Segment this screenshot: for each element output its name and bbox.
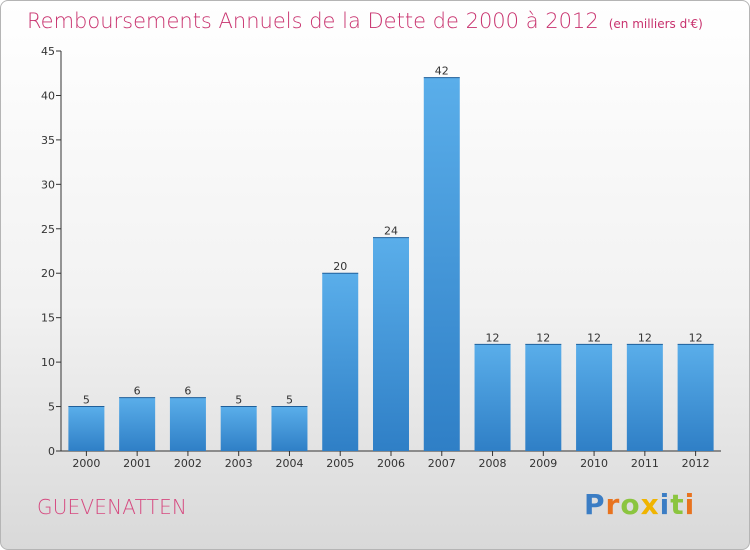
bar: [220, 406, 257, 451]
y-tick-label: 30: [41, 178, 55, 191]
bar-value-label: 12: [689, 331, 703, 344]
bar-value-label: 5: [235, 394, 242, 407]
x-tick-label: 2005: [326, 457, 354, 470]
y-tick-label: 25: [41, 223, 55, 236]
x-tick-label: 2009: [529, 457, 557, 470]
x-tick-label: 2004: [275, 457, 303, 470]
x-tick-label: 2007: [428, 457, 456, 470]
x-tick-label: 2012: [682, 457, 710, 470]
bar-value-label: 24: [384, 225, 398, 238]
logo-letter: x: [640, 488, 660, 521]
chart-title: Remboursements Annuels de la Dette de 20…: [27, 9, 703, 33]
bar-value-label: 12: [638, 331, 652, 344]
bar-value-label: 42: [435, 65, 449, 78]
bar-value-label: 5: [286, 394, 293, 407]
bar-value-label: 12: [486, 331, 500, 344]
bar-value-label: 12: [536, 331, 550, 344]
y-tick-label: 0: [48, 445, 55, 458]
commune-name: GUEVENATTEN: [37, 495, 188, 519]
bar-value-label: 6: [134, 385, 141, 398]
bar: [119, 397, 156, 451]
logo-letter: o: [620, 488, 641, 521]
bar-value-label: 6: [184, 385, 191, 398]
x-tick-label: 2002: [174, 457, 202, 470]
y-tick-label: 5: [48, 401, 55, 414]
y-tick-label: 35: [41, 134, 55, 147]
x-tick-label: 2000: [72, 457, 100, 470]
x-tick-label: 2008: [479, 457, 507, 470]
bar: [525, 344, 562, 451]
bar: [423, 77, 460, 452]
bar: [271, 406, 308, 451]
bar-value-label: 5: [83, 394, 90, 407]
bar: [626, 344, 663, 451]
y-tick-label: 15: [41, 312, 55, 325]
x-tick-label: 2010: [580, 457, 608, 470]
chart-title-text: Remboursements Annuels de la Dette de 20…: [27, 9, 599, 33]
logo-letter: i: [684, 488, 696, 521]
bar: [474, 344, 511, 451]
y-tick-label: 10: [41, 356, 55, 369]
logo-letter: P: [584, 488, 606, 521]
y-tick-label: 45: [41, 45, 55, 58]
x-tick-label: 2001: [123, 457, 151, 470]
x-tick-label: 2006: [377, 457, 405, 470]
logo-letter: t: [670, 488, 685, 521]
bar: [322, 273, 359, 451]
proxiti-logo: Proxiti: [584, 488, 695, 521]
x-tick-label: 2011: [631, 457, 659, 470]
bar: [373, 237, 409, 451]
bar-value-label: 20: [333, 260, 347, 273]
bar: [68, 406, 105, 451]
logo-letter: r: [605, 488, 621, 521]
y-tick-label: 20: [41, 267, 55, 280]
chart-unit-label: (en milliers d'€): [608, 17, 703, 31]
bar: [677, 344, 714, 451]
y-tick-label: 40: [41, 89, 55, 102]
bar-value-label: 12: [587, 331, 601, 344]
logo-letter: i: [659, 488, 671, 521]
bar: [169, 397, 206, 451]
bar: [576, 344, 613, 451]
x-tick-label: 2003: [225, 457, 253, 470]
